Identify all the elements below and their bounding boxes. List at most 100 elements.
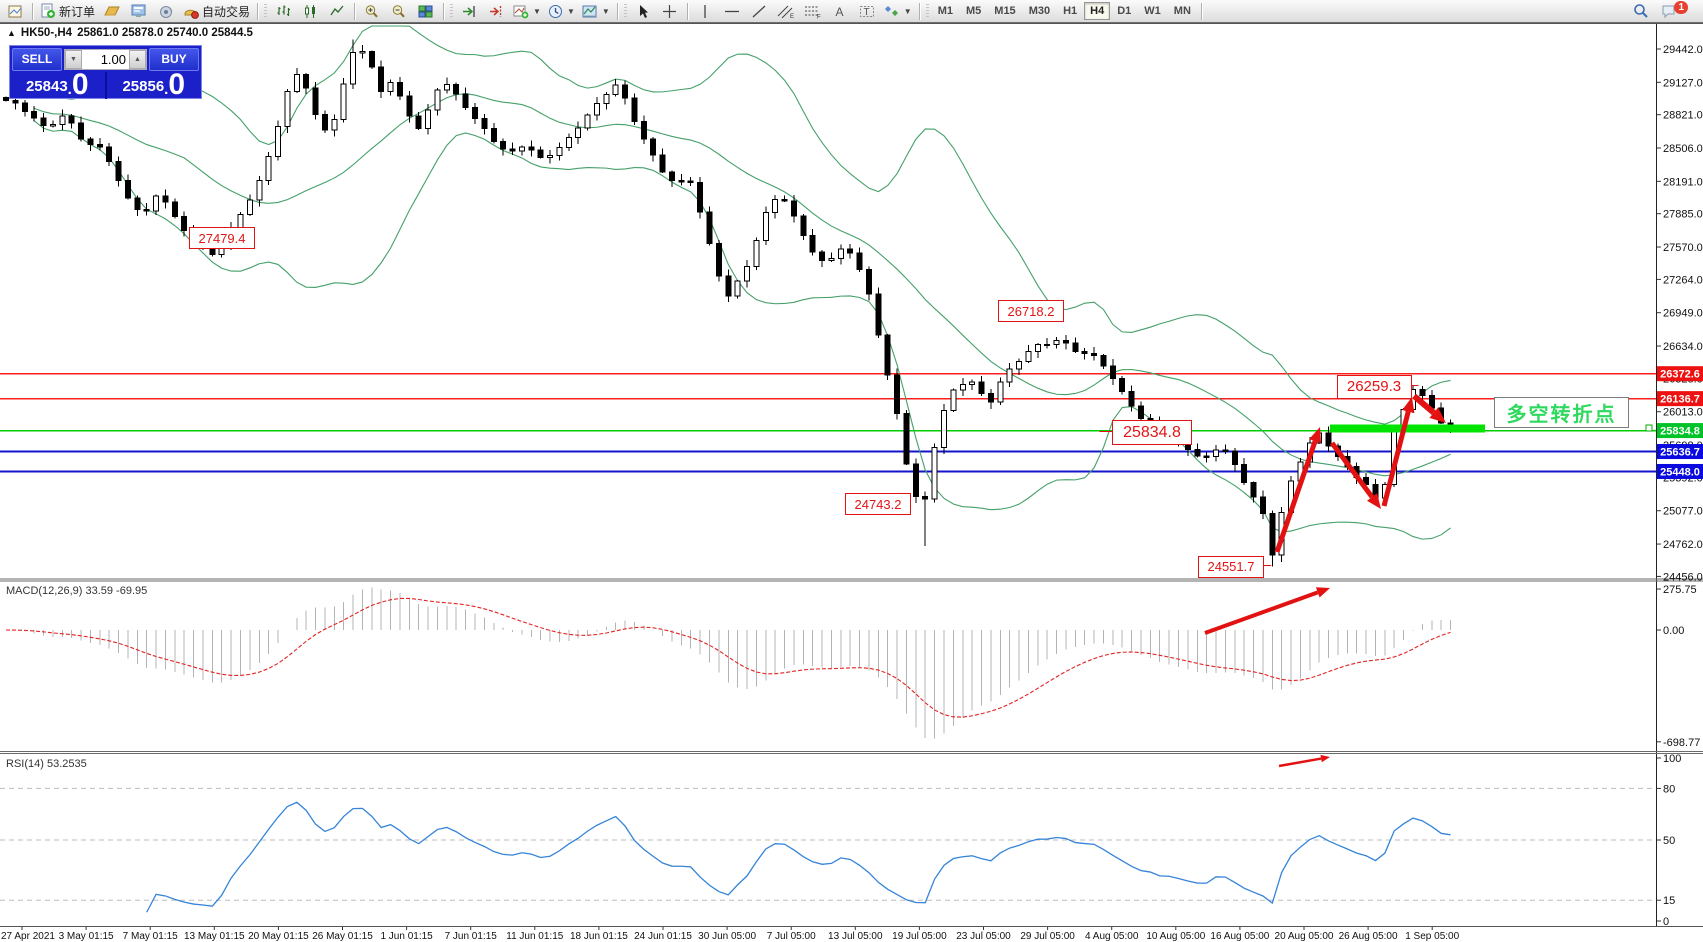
svg-text:25077.0: 25077.0	[1663, 506, 1703, 518]
price-annotation[interactable]: 26718.2	[997, 300, 1065, 322]
channel-icon[interactable]: E	[773, 1, 799, 21]
timeframe-m30-button[interactable]: M30	[1028, 5, 1051, 17]
sell-price-main: 25843	[25, 78, 68, 95]
price-annotation[interactable]: 24551.7	[1197, 555, 1265, 578]
svg-text:25834.8: 25834.8	[1660, 426, 1700, 438]
fibonacci-icon[interactable]: F	[800, 1, 826, 21]
svg-text:19 Jul 05:00: 19 Jul 05:00	[892, 931, 947, 942]
svg-text:24 Jun 01:15: 24 Jun 01:15	[634, 931, 692, 942]
autotrade-label: 自动交易	[202, 4, 251, 19]
svg-text:30 Jun 05:00: 30 Jun 05:00	[698, 931, 756, 942]
turning-point-note[interactable]: 多空转折点	[1494, 397, 1629, 428]
svg-text:F: F	[817, 14, 821, 19]
timeframe-m15-button[interactable]: M15	[994, 5, 1016, 17]
dropdown-arrow-icon: ▼	[601, 6, 610, 16]
buy-price-dot: .	[164, 81, 169, 98]
svg-text:20 May 01:15: 20 May 01:15	[248, 931, 309, 942]
svg-text:25636.7: 25636.7	[1660, 447, 1700, 459]
separator	[32, 2, 33, 20]
auto-scroll-icon[interactable]	[456, 1, 482, 21]
one-click-trading-panel: SELL ▼ ▲ BUY 25843.0 25856.0	[9, 45, 202, 101]
zoom-in-icon[interactable]	[359, 1, 385, 21]
chart-window-icon[interactable]	[2, 1, 28, 21]
svg-text:1 Sep 05:00: 1 Sep 05:00	[1405, 931, 1459, 942]
zoom-out-icon[interactable]	[386, 1, 412, 21]
svg-text:11 Jun 01:15: 11 Jun 01:15	[506, 931, 564, 942]
svg-text:E: E	[790, 14, 794, 19]
svg-text:25448.0: 25448.0	[1660, 466, 1700, 478]
trendline-icon[interactable]	[746, 1, 772, 21]
vertical-line-icon[interactable]	[692, 1, 718, 21]
timeframe-m1-button[interactable]: M1	[937, 5, 953, 17]
svg-text:0.00: 0.00	[1663, 625, 1684, 637]
price-annotation[interactable]: 25834.8	[1112, 420, 1192, 445]
svg-text:23 Jul 05:00: 23 Jul 05:00	[956, 931, 1011, 942]
volume-decrement-button[interactable]: ▼	[65, 49, 82, 69]
chart-symbol-period: HK50-,H4	[20, 27, 73, 39]
buy-price-big-digit: 0	[168, 68, 186, 101]
svg-text:15: 15	[1663, 895, 1675, 907]
text-icon[interactable]: A	[827, 1, 853, 21]
tile-windows-icon[interactable]	[413, 1, 439, 21]
timeframe-d1-button[interactable]: D1	[1117, 5, 1132, 17]
price-annotation[interactable]: 26259.3	[1336, 374, 1412, 399]
templates-button[interactable]: ▼	[579, 1, 613, 21]
new-order-button[interactable]: 新订单	[37, 1, 98, 21]
timeframe-m5-button[interactable]: M5	[966, 5, 982, 17]
collapse-triangle-icon[interactable]: ▲	[7, 28, 16, 38]
profiles-icon[interactable]	[99, 1, 125, 21]
toolbar: 新订单 自动交易	[0, 0, 1703, 23]
new-order-label: 新订单	[59, 4, 96, 19]
svg-text:50: 50	[1663, 835, 1675, 847]
volume-increment-button[interactable]: ▲	[129, 49, 146, 69]
autotrade-button[interactable]: 自动交易	[180, 1, 253, 21]
price-annotation[interactable]: 27479.4	[188, 227, 256, 249]
separator	[354, 2, 356, 20]
toolbar-grip[interactable]	[264, 3, 268, 19]
sell-price-dot: .	[67, 81, 72, 98]
chart-shift-icon[interactable]	[483, 1, 509, 21]
svg-text:28191.0: 28191.0	[1663, 176, 1703, 188]
svg-text:3 May 01:15: 3 May 01:15	[59, 931, 114, 942]
candlestick-icon[interactable]	[297, 1, 323, 21]
svg-text:27 Apr 2021: 27 Apr 2021	[1, 931, 55, 942]
separator	[1200, 2, 1202, 20]
periods-button[interactable]: ▼	[545, 1, 578, 21]
toolbar-grip[interactable]	[623, 3, 627, 19]
toolbar-grip[interactable]	[925, 3, 929, 19]
svg-text:26 May 01:15: 26 May 01:15	[312, 931, 373, 942]
notification-badge: 1	[1674, 0, 1688, 14]
search-icon[interactable]	[1628, 1, 1654, 21]
timeframe-h4-button[interactable]: H4	[1084, 2, 1111, 20]
svg-text:1 Jun 01:15: 1 Jun 01:15	[380, 931, 433, 942]
sell-price[interactable]: 25843. 0	[10, 70, 105, 100]
crosshair-icon[interactable]	[657, 1, 683, 21]
svg-text:10 Aug 05:00: 10 Aug 05:00	[1146, 931, 1205, 942]
notifications-icon[interactable]: 1	[1658, 0, 1697, 21]
timeframe-mn-button[interactable]: MN	[1173, 5, 1191, 17]
macd-indicator-label: MACD(12,26,9) 33.59 -69.95	[6, 585, 148, 597]
timeframe-w1-button[interactable]: W1	[1144, 5, 1161, 17]
bar-chart-icon[interactable]	[270, 1, 296, 21]
buy-button[interactable]: BUY	[149, 47, 199, 71]
svg-text:27885.0: 27885.0	[1663, 209, 1703, 221]
buy-price[interactable]: 25856. 0	[107, 68, 202, 101]
sell-button[interactable]: SELL	[12, 47, 62, 71]
toolbar-grip[interactable]	[450, 3, 454, 19]
market-watch-icon[interactable]	[126, 1, 152, 21]
dropdown-arrow-icon: ▼	[533, 6, 541, 16]
cursor-icon[interactable]	[630, 1, 656, 21]
text-label-icon[interactable]: T	[854, 1, 880, 21]
horizontal-line-icon[interactable]	[719, 1, 745, 21]
shapes-button[interactable]: ▼	[881, 1, 915, 21]
svg-text:24456.0: 24456.0	[1663, 571, 1703, 583]
alerts-icon[interactable]	[153, 1, 179, 21]
timeframe-h1-button[interactable]: H1	[1063, 5, 1078, 17]
svg-text:27264.0: 27264.0	[1663, 274, 1703, 286]
volume-input[interactable]	[82, 49, 129, 69]
price-annotation[interactable]: 24743.2	[844, 493, 912, 515]
line-chart-icon[interactable]	[324, 1, 350, 21]
indicators-button[interactable]: ▼	[510, 1, 544, 21]
svg-text:100: 100	[1663, 753, 1681, 765]
